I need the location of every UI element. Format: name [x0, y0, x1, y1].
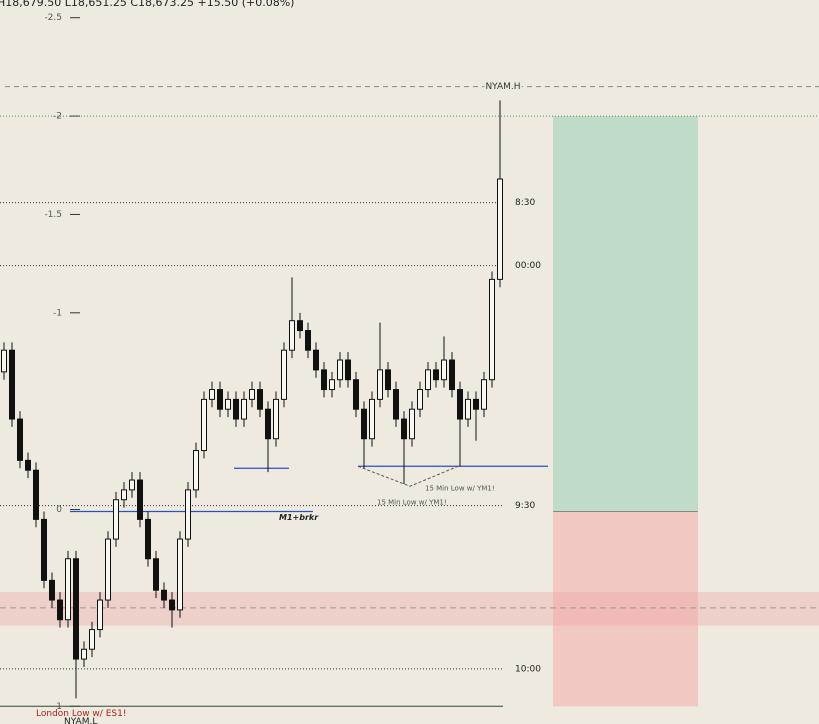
- candle-body: [97, 599, 103, 631]
- candle-body: [289, 320, 295, 351]
- candle-body: [353, 379, 359, 410]
- candle-body: [433, 369, 439, 381]
- candle-body: [57, 599, 63, 621]
- candle-body: [393, 389, 399, 420]
- candle-body: [217, 389, 223, 410]
- time-level-label: 10:00: [515, 664, 541, 674]
- session-high-label: NYAM.H: [485, 82, 520, 92]
- time-level-label: 9:30: [515, 501, 535, 511]
- candle-body: [73, 558, 79, 660]
- candle-body: [481, 379, 487, 410]
- candle-body: [345, 359, 351, 381]
- time-level-label: 00:00: [515, 261, 541, 271]
- candle-body: [409, 408, 415, 440]
- candle-body: [449, 359, 455, 391]
- candle-body: [25, 459, 31, 471]
- y-tick-label: -2.5: [44, 13, 62, 23]
- candle-body: [313, 349, 319, 371]
- candle-body: [473, 398, 479, 410]
- candle-body: [49, 579, 55, 601]
- y-tick-label: -1.5: [44, 210, 62, 220]
- candle-body: [305, 330, 311, 351]
- candle-body: [81, 648, 87, 660]
- candle-body: [465, 398, 471, 420]
- candle-body: [273, 398, 279, 440]
- candle-body: [17, 418, 23, 461]
- ohlc-header: H18,679.50 L18,651.25 C18,673.25 +15.50 …: [0, 0, 294, 9]
- candle-body: [9, 349, 15, 420]
- candle-body: [497, 178, 503, 280]
- candle-body: [65, 558, 71, 621]
- candle-body: [241, 398, 247, 420]
- candle-body: [121, 489, 127, 501]
- candle-body: [377, 369, 383, 400]
- candle-body: [201, 398, 207, 452]
- candle-body: [385, 369, 391, 391]
- candle-body: [145, 518, 151, 560]
- fifteen-min-label: 15 Min Low w/ YM1!: [377, 498, 447, 506]
- candle-body: [41, 518, 47, 581]
- session-low-label: NYAM.L: [64, 717, 97, 724]
- candle-body: [233, 398, 239, 420]
- loss-zone: [553, 511, 698, 707]
- candle-body: [161, 589, 167, 601]
- candle-body: [1, 349, 7, 373]
- range-band: [0, 592, 819, 626]
- candle-body: [321, 369, 327, 391]
- y-tick-label: -1: [53, 308, 62, 318]
- candle-body: [417, 389, 423, 410]
- candle-body: [129, 479, 135, 491]
- candle-body: [329, 379, 335, 391]
- candle-body: [257, 389, 263, 410]
- candle-body: [297, 320, 303, 332]
- candle-body: [209, 389, 215, 400]
- time-level-label: 8:30: [515, 198, 535, 208]
- candle-body: [369, 398, 375, 440]
- candle-body: [265, 408, 271, 440]
- candle-body: [137, 479, 143, 520]
- candle-body: [105, 538, 111, 601]
- candle-body: [185, 489, 191, 540]
- session-low-label: London Low w/ ES1!: [36, 709, 126, 719]
- candle-body: [361, 408, 367, 440]
- candle-body: [249, 389, 255, 400]
- candle-body: [425, 369, 431, 391]
- candle-body: [193, 450, 199, 491]
- candle-body: [489, 278, 495, 381]
- candle-body: [337, 359, 343, 381]
- y-tick-label: 0: [56, 505, 62, 515]
- candle-body: [401, 418, 407, 440]
- fifteen-min-connector: [357, 465, 459, 487]
- candle-body: [225, 398, 231, 410]
- candle-body: [89, 629, 95, 650]
- candle-body: [169, 599, 175, 611]
- candle-body: [153, 558, 159, 591]
- candle-body: [457, 389, 463, 420]
- candle-body: [113, 499, 119, 540]
- breaker-label: M1+brkr: [279, 513, 319, 522]
- candle-body: [441, 359, 447, 381]
- candle-body: [177, 538, 183, 611]
- candle-body: [33, 469, 39, 520]
- fifteen-min-label: 15 Min Low w/ YM1!: [425, 484, 495, 492]
- profit-zone: [553, 116, 698, 512]
- candle-body: [281, 349, 287, 400]
